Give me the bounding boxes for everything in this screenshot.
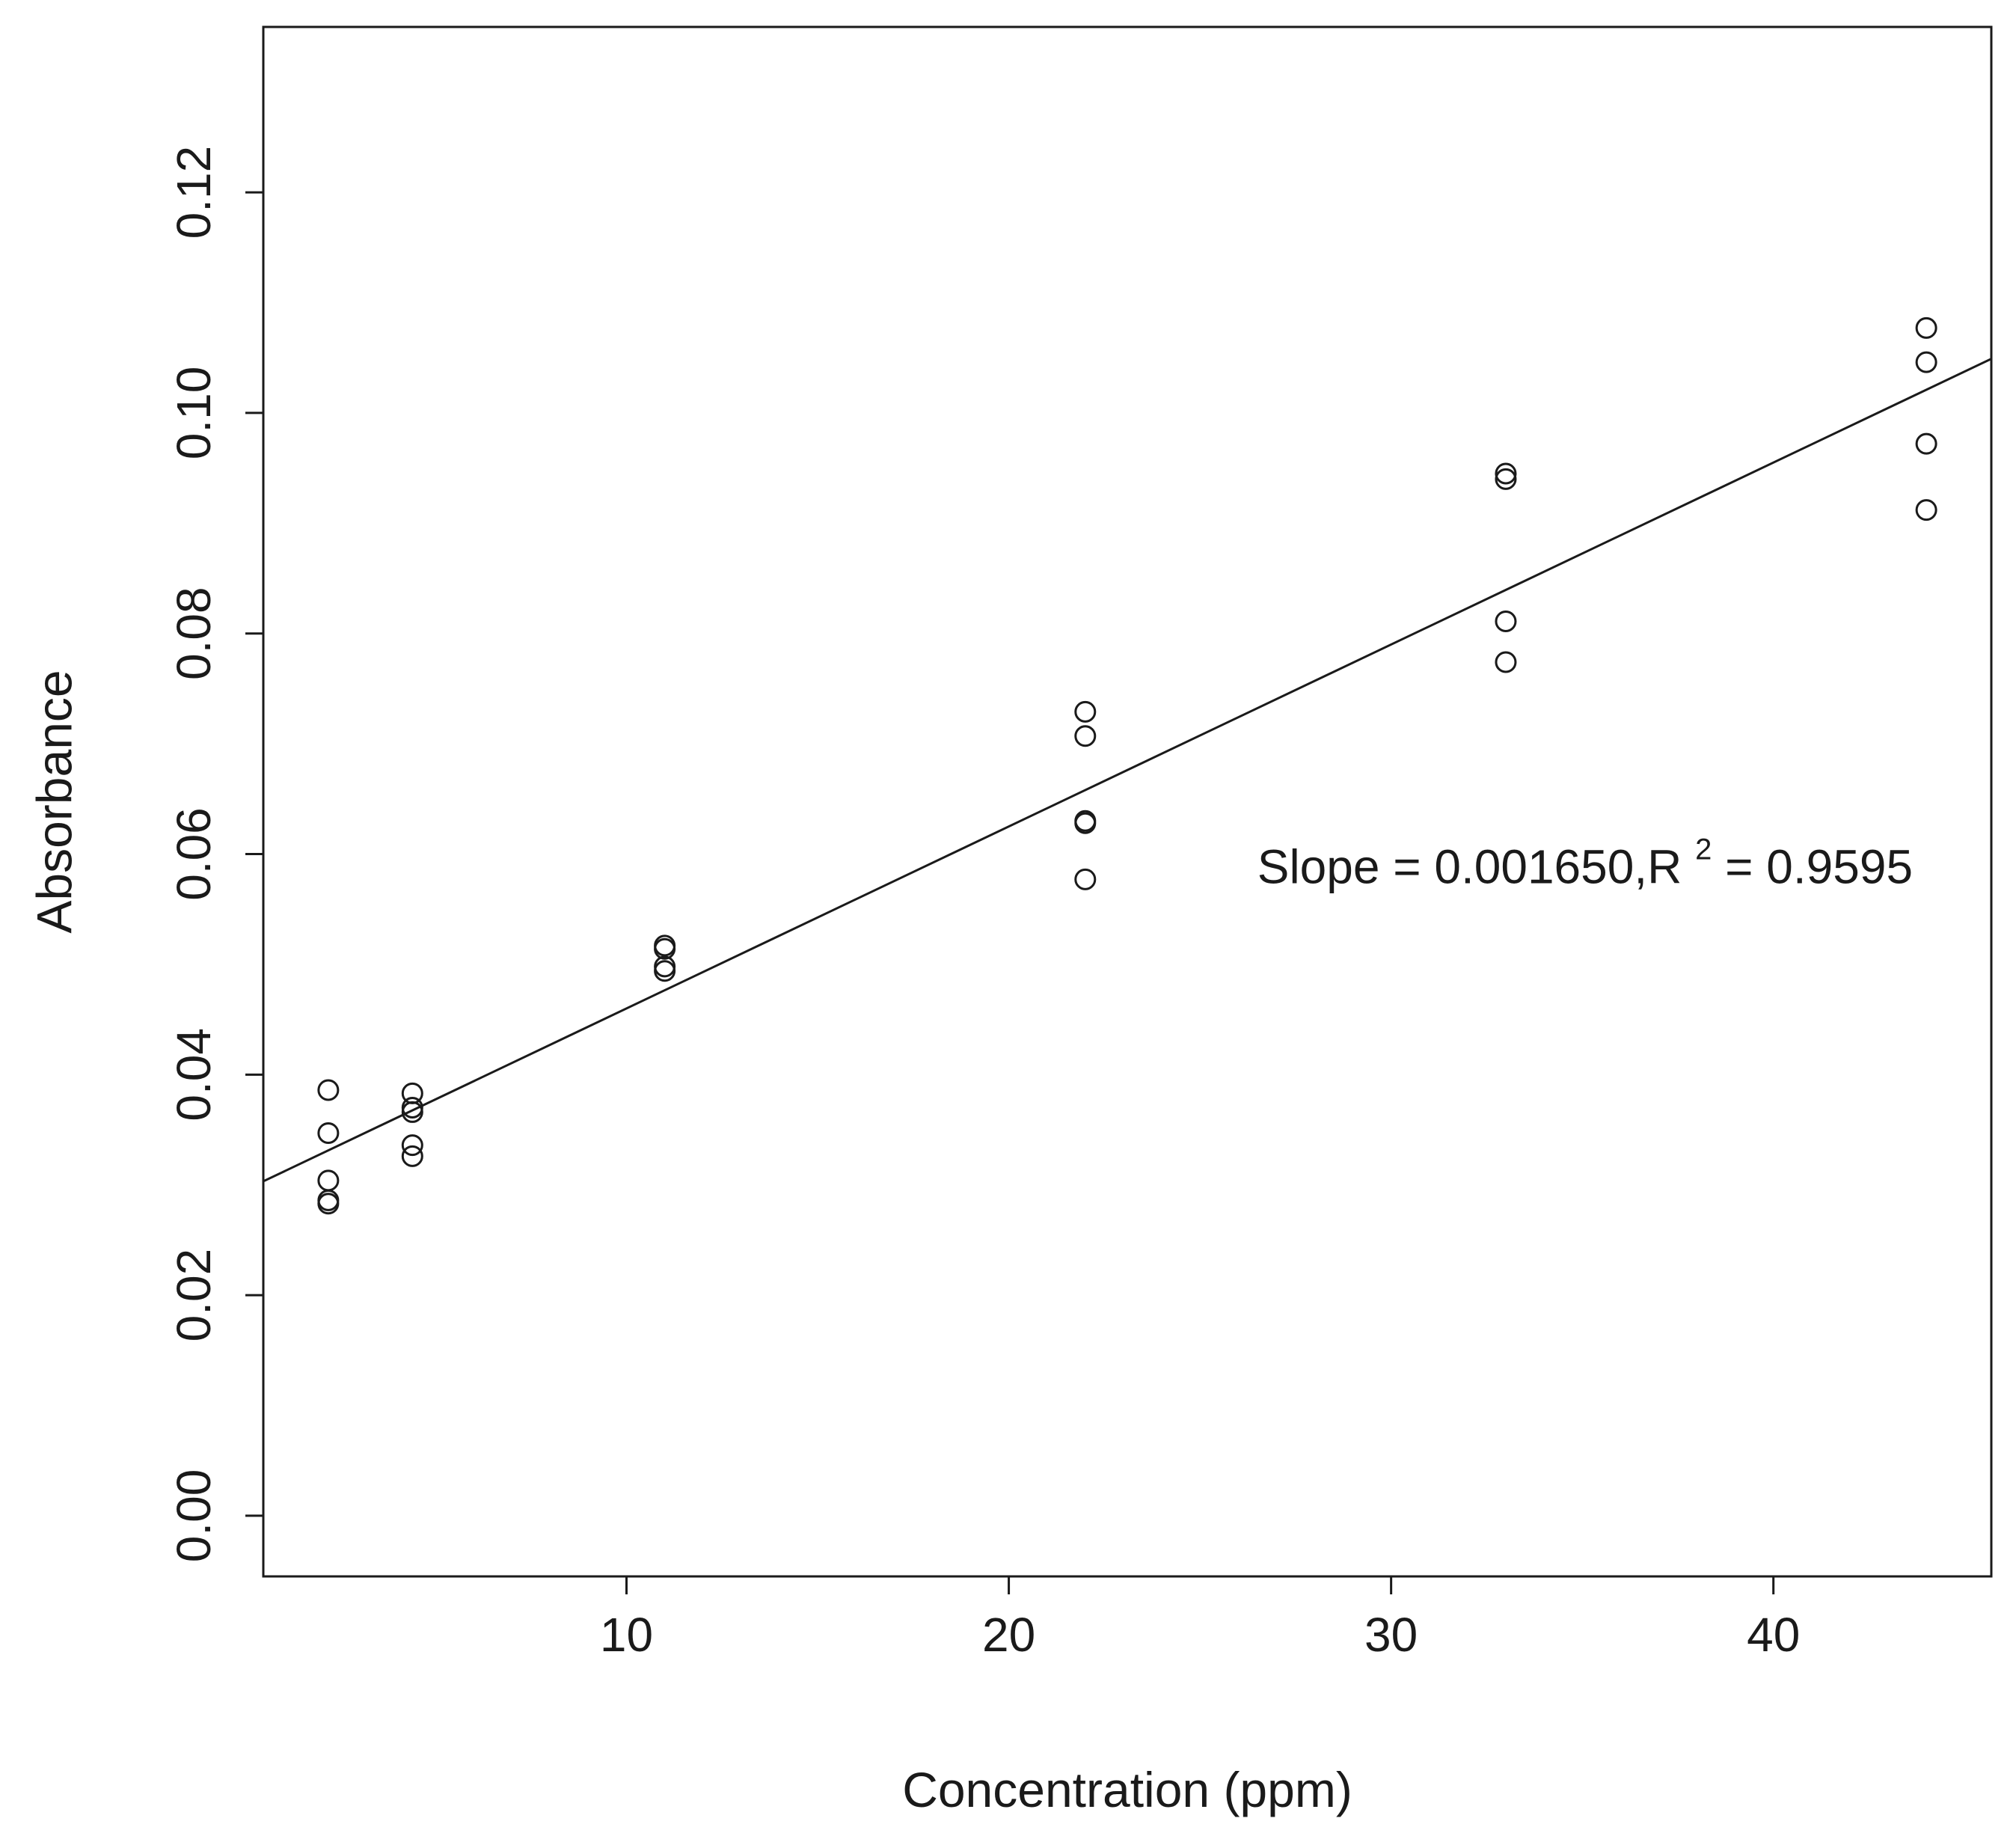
y-axis-title: Absorbance: [26, 670, 82, 933]
data-point: [1915, 432, 1937, 455]
data-point: [317, 1079, 340, 1101]
data-point: [1915, 316, 1937, 339]
data-point: [401, 1145, 423, 1167]
fit-annotation: Slope = 0.001650,R 2 = 0.9595: [1257, 821, 1913, 894]
regression-line: [263, 358, 1991, 1183]
data-point: [1495, 462, 1517, 485]
x-tick-label: 30: [1364, 1608, 1418, 1662]
x-axis-title: Concentration (ppm): [902, 1762, 1352, 1817]
y-tick-label: 0.04: [167, 1028, 221, 1122]
data-point: [1074, 725, 1097, 747]
y-tick-label: 0.02: [167, 1249, 221, 1342]
data-point: [654, 960, 676, 982]
data-point: [1074, 812, 1097, 834]
data-point: [317, 1122, 340, 1144]
data-point: [1915, 499, 1937, 521]
data-point: [401, 1134, 423, 1157]
data-point: [654, 937, 676, 960]
y-tick-label: 0.10: [167, 367, 221, 460]
x-tick-label: 20: [982, 1608, 1035, 1662]
data-point: [1915, 351, 1937, 373]
data-point: [317, 1169, 340, 1192]
data-point: [1495, 468, 1517, 490]
y-tick-label: 0.06: [167, 807, 221, 901]
x-tick-label: 40: [1747, 1608, 1800, 1662]
annotation-superscript: 2: [1695, 833, 1712, 866]
y-tick-label: 0.12: [167, 146, 221, 239]
y-tick-label: 0.00: [167, 1469, 221, 1563]
annotation-main-text: Slope = 0.001650,R: [1257, 840, 1682, 894]
annotation-tail-text: = 0.9595: [1725, 840, 1913, 894]
data-point: [1074, 868, 1097, 890]
regression-line-layer: [263, 358, 1991, 1183]
data-points-layer: [317, 316, 1937, 1215]
x-tick-label: 10: [600, 1608, 653, 1662]
data-point: [1495, 651, 1517, 673]
data-point: [1074, 700, 1097, 723]
data-point: [317, 1193, 340, 1215]
data-point: [1495, 610, 1517, 632]
y-tick-label: 0.08: [167, 587, 221, 680]
axes-layer: 10 20 30 40 0.00 0.02 0.04 0.06 0.08 0.10 0.12: [167, 25, 1993, 1662]
plot-frame: [262, 25, 1993, 1578]
data-point: [401, 1101, 423, 1123]
